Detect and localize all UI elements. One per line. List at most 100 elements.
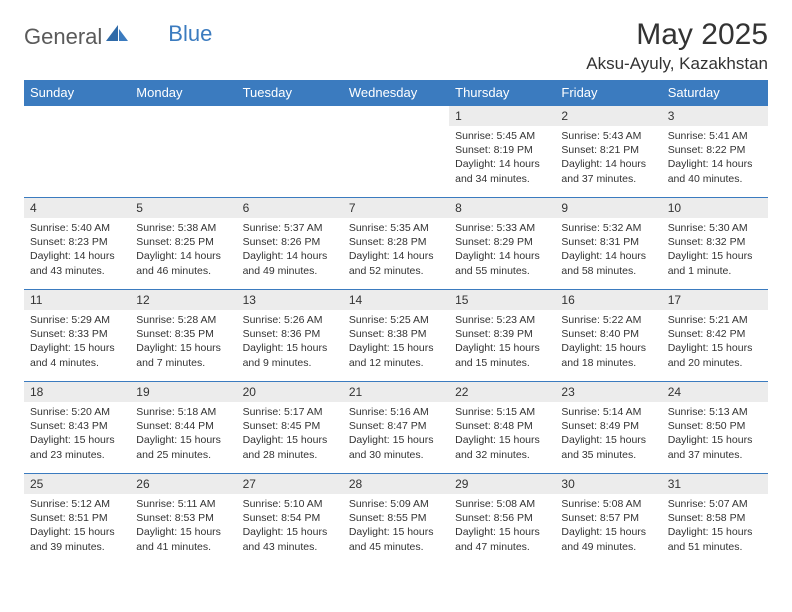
- sunrise-text: Sunrise: 5:35 AM: [349, 221, 443, 235]
- daylight-text-1: Daylight: 14 hours: [30, 249, 124, 263]
- sunset-text: Sunset: 8:56 PM: [455, 511, 549, 525]
- sunset-text: Sunset: 8:47 PM: [349, 419, 443, 433]
- daylight-text-2: and 51 minutes.: [668, 540, 762, 554]
- daylight-text-2: and 9 minutes.: [243, 356, 337, 370]
- daylight-text-1: Daylight: 15 hours: [561, 341, 655, 355]
- day-number: 9: [555, 198, 661, 218]
- sunset-text: Sunset: 8:29 PM: [455, 235, 549, 249]
- calendar-day-cell: [237, 106, 343, 198]
- sunset-text: Sunset: 8:55 PM: [349, 511, 443, 525]
- day-details: Sunrise: 5:26 AMSunset: 8:36 PMDaylight:…: [237, 310, 343, 374]
- sunrise-text: Sunrise: 5:09 AM: [349, 497, 443, 511]
- daylight-text-2: and 47 minutes.: [455, 540, 549, 554]
- dayhead-sunday: Sunday: [24, 80, 130, 106]
- calendar-day-cell: 25Sunrise: 5:12 AMSunset: 8:51 PMDayligh…: [24, 474, 130, 562]
- daylight-text-1: Daylight: 15 hours: [455, 525, 549, 539]
- day-details: Sunrise: 5:30 AMSunset: 8:32 PMDaylight:…: [662, 218, 768, 282]
- day-number: 30: [555, 474, 661, 494]
- daylight-text-1: Daylight: 15 hours: [455, 341, 549, 355]
- calendar-week-row: 11Sunrise: 5:29 AMSunset: 8:33 PMDayligh…: [24, 290, 768, 382]
- day-details: Sunrise: 5:21 AMSunset: 8:42 PMDaylight:…: [662, 310, 768, 374]
- sunrise-text: Sunrise: 5:15 AM: [455, 405, 549, 419]
- day-details: Sunrise: 5:16 AMSunset: 8:47 PMDaylight:…: [343, 402, 449, 466]
- daylight-text-2: and 7 minutes.: [136, 356, 230, 370]
- sunset-text: Sunset: 8:22 PM: [668, 143, 762, 157]
- daylight-text-2: and 37 minutes.: [668, 448, 762, 462]
- sunset-text: Sunset: 8:44 PM: [136, 419, 230, 433]
- sunset-text: Sunset: 8:28 PM: [349, 235, 443, 249]
- daylight-text-1: Daylight: 15 hours: [349, 341, 443, 355]
- day-details: Sunrise: 5:07 AMSunset: 8:58 PMDaylight:…: [662, 494, 768, 558]
- daylight-text-2: and 52 minutes.: [349, 264, 443, 278]
- sunset-text: Sunset: 8:48 PM: [455, 419, 549, 433]
- daylight-text-2: and 32 minutes.: [455, 448, 549, 462]
- day-number: 20: [237, 382, 343, 402]
- daylight-text-1: Daylight: 15 hours: [668, 525, 762, 539]
- day-number: 18: [24, 382, 130, 402]
- day-details: Sunrise: 5:08 AMSunset: 8:57 PMDaylight:…: [555, 494, 661, 558]
- sunrise-text: Sunrise: 5:23 AM: [455, 313, 549, 327]
- sunrise-text: Sunrise: 5:20 AM: [30, 405, 124, 419]
- daylight-text-2: and 23 minutes.: [30, 448, 124, 462]
- dayhead-saturday: Saturday: [662, 80, 768, 106]
- calendar-day-cell: 30Sunrise: 5:08 AMSunset: 8:57 PMDayligh…: [555, 474, 661, 562]
- calendar-day-cell: 1Sunrise: 5:45 AMSunset: 8:19 PMDaylight…: [449, 106, 555, 198]
- calendar-day-cell: 17Sunrise: 5:21 AMSunset: 8:42 PMDayligh…: [662, 290, 768, 382]
- daylight-text-2: and 4 minutes.: [30, 356, 124, 370]
- sunrise-text: Sunrise: 5:11 AM: [136, 497, 230, 511]
- day-details: Sunrise: 5:15 AMSunset: 8:48 PMDaylight:…: [449, 402, 555, 466]
- calendar-day-cell: 24Sunrise: 5:13 AMSunset: 8:50 PMDayligh…: [662, 382, 768, 474]
- day-details: Sunrise: 5:13 AMSunset: 8:50 PMDaylight:…: [662, 402, 768, 466]
- day-number: 14: [343, 290, 449, 310]
- calendar-day-cell: [24, 106, 130, 198]
- calendar-day-cell: 15Sunrise: 5:23 AMSunset: 8:39 PMDayligh…: [449, 290, 555, 382]
- calendar-day-cell: 20Sunrise: 5:17 AMSunset: 8:45 PMDayligh…: [237, 382, 343, 474]
- daylight-text-1: Daylight: 14 hours: [561, 157, 655, 171]
- calendar-day-cell: 16Sunrise: 5:22 AMSunset: 8:40 PMDayligh…: [555, 290, 661, 382]
- day-number: 25: [24, 474, 130, 494]
- calendar-day-cell: 6Sunrise: 5:37 AMSunset: 8:26 PMDaylight…: [237, 198, 343, 290]
- daylight-text-1: Daylight: 15 hours: [30, 525, 124, 539]
- day-number: 4: [24, 198, 130, 218]
- daylight-text-2: and 43 minutes.: [30, 264, 124, 278]
- daylight-text-1: Daylight: 15 hours: [455, 433, 549, 447]
- calendar-day-cell: 14Sunrise: 5:25 AMSunset: 8:38 PMDayligh…: [343, 290, 449, 382]
- title-block: May 2025 Aksu-Ayuly, Kazakhstan: [586, 18, 768, 74]
- sunset-text: Sunset: 8:50 PM: [668, 419, 762, 433]
- calendar-day-cell: [130, 106, 236, 198]
- day-details: Sunrise: 5:28 AMSunset: 8:35 PMDaylight:…: [130, 310, 236, 374]
- daylight-text-1: Daylight: 15 hours: [561, 525, 655, 539]
- daylight-text-2: and 40 minutes.: [668, 172, 762, 186]
- dayhead-wednesday: Wednesday: [343, 80, 449, 106]
- sunset-text: Sunset: 8:25 PM: [136, 235, 230, 249]
- day-details: Sunrise: 5:29 AMSunset: 8:33 PMDaylight:…: [24, 310, 130, 374]
- daylight-text-2: and 12 minutes.: [349, 356, 443, 370]
- daylight-text-2: and 18 minutes.: [561, 356, 655, 370]
- sunrise-text: Sunrise: 5:10 AM: [243, 497, 337, 511]
- sunrise-text: Sunrise: 5:41 AM: [668, 129, 762, 143]
- daylight-text-2: and 58 minutes.: [561, 264, 655, 278]
- day-number: 15: [449, 290, 555, 310]
- sunset-text: Sunset: 8:53 PM: [136, 511, 230, 525]
- sunset-text: Sunset: 8:42 PM: [668, 327, 762, 341]
- day-details: Sunrise: 5:09 AMSunset: 8:55 PMDaylight:…: [343, 494, 449, 558]
- location: Aksu-Ayuly, Kazakhstan: [586, 54, 768, 74]
- day-details: Sunrise: 5:41 AMSunset: 8:22 PMDaylight:…: [662, 126, 768, 190]
- sunset-text: Sunset: 8:38 PM: [349, 327, 443, 341]
- day-details: Sunrise: 5:43 AMSunset: 8:21 PMDaylight:…: [555, 126, 661, 190]
- daylight-text-1: Daylight: 14 hours: [243, 249, 337, 263]
- day-details: Sunrise: 5:45 AMSunset: 8:19 PMDaylight:…: [449, 126, 555, 190]
- daylight-text-1: Daylight: 15 hours: [668, 249, 762, 263]
- daylight-text-1: Daylight: 15 hours: [30, 433, 124, 447]
- daylight-text-2: and 20 minutes.: [668, 356, 762, 370]
- brand-sail-icon: [104, 23, 130, 48]
- sunset-text: Sunset: 8:35 PM: [136, 327, 230, 341]
- day-number: 21: [343, 382, 449, 402]
- sunrise-text: Sunrise: 5:17 AM: [243, 405, 337, 419]
- month-title: May 2025: [586, 18, 768, 52]
- sunset-text: Sunset: 8:21 PM: [561, 143, 655, 157]
- sunrise-text: Sunrise: 5:08 AM: [561, 497, 655, 511]
- header: General Blue May 2025 Aksu-Ayuly, Kazakh…: [24, 18, 768, 74]
- day-details: Sunrise: 5:23 AMSunset: 8:39 PMDaylight:…: [449, 310, 555, 374]
- daylight-text-2: and 15 minutes.: [455, 356, 549, 370]
